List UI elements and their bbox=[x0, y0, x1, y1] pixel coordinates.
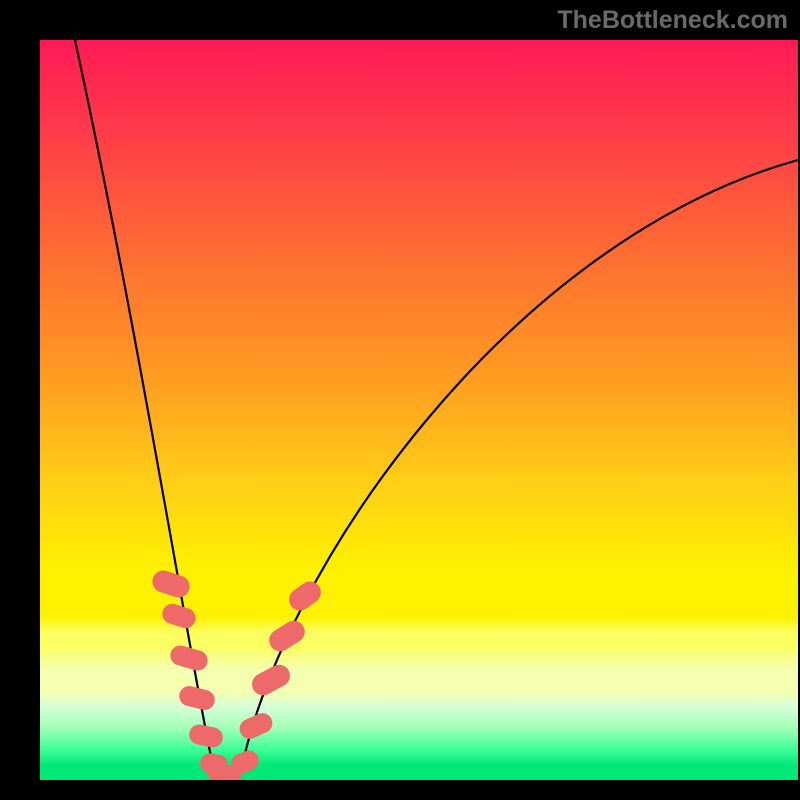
plot-area bbox=[40, 40, 798, 780]
curve-right bbox=[240, 160, 798, 776]
curve-layer bbox=[40, 40, 798, 780]
watermark-text: TheBottleneck.com bbox=[557, 6, 788, 35]
